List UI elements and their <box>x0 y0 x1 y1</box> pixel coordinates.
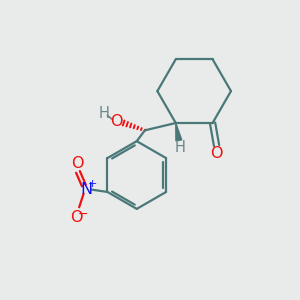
Text: H: H <box>175 140 186 155</box>
Text: O: O <box>71 156 83 171</box>
Text: O: O <box>211 146 223 161</box>
Text: +: + <box>87 179 97 189</box>
Text: O: O <box>110 114 122 129</box>
Polygon shape <box>176 123 182 141</box>
Text: O: O <box>70 210 83 225</box>
Text: −: − <box>78 208 88 221</box>
Text: N: N <box>80 182 92 197</box>
Text: H: H <box>98 106 109 121</box>
